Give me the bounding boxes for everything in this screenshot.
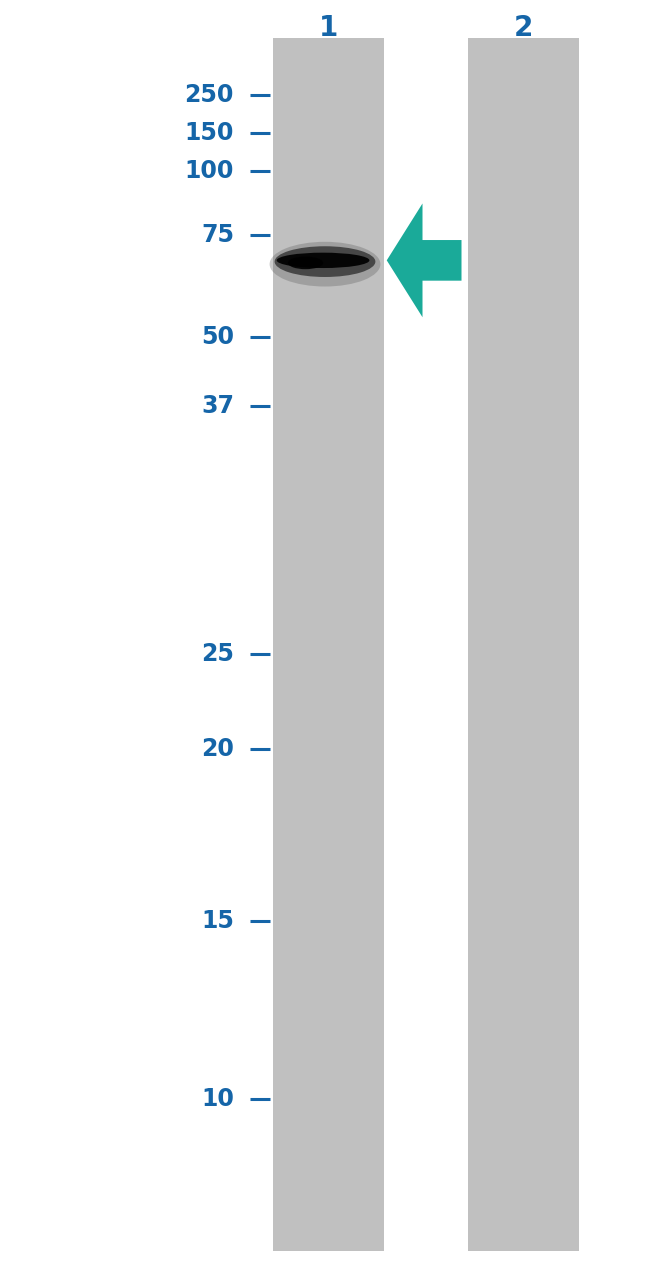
Text: 10: 10 bbox=[201, 1087, 234, 1110]
FancyArrow shape bbox=[387, 203, 462, 318]
Text: 250: 250 bbox=[185, 84, 234, 107]
Text: 15: 15 bbox=[201, 909, 234, 932]
Ellipse shape bbox=[277, 253, 369, 268]
Text: 75: 75 bbox=[201, 224, 234, 246]
Ellipse shape bbox=[288, 257, 323, 269]
Text: 50: 50 bbox=[201, 325, 234, 348]
Ellipse shape bbox=[270, 241, 380, 287]
Text: 20: 20 bbox=[201, 738, 234, 761]
Text: 100: 100 bbox=[185, 160, 234, 183]
Text: 25: 25 bbox=[201, 643, 234, 665]
Ellipse shape bbox=[274, 246, 376, 277]
Bar bbox=[273, 38, 384, 1251]
Bar bbox=[468, 38, 578, 1251]
Text: 37: 37 bbox=[201, 395, 234, 418]
Text: 150: 150 bbox=[185, 122, 234, 145]
Text: 1: 1 bbox=[318, 14, 338, 42]
Text: 2: 2 bbox=[514, 14, 533, 42]
